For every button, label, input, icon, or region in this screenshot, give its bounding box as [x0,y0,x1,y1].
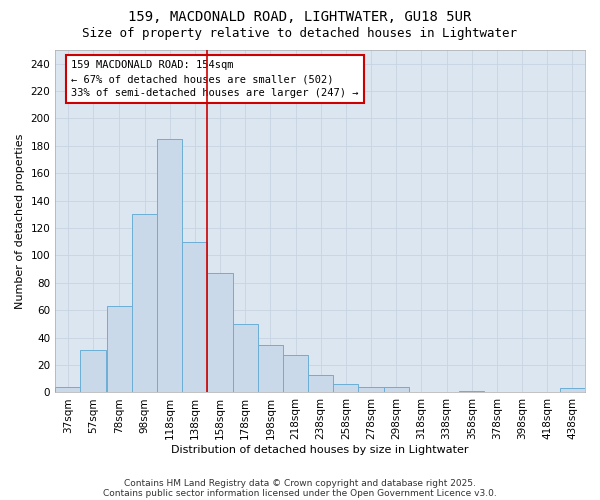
Bar [157,139,182,392]
Text: Contains public sector information licensed under the Open Government Licence v3: Contains public sector information licen… [103,488,497,498]
Bar [80,350,106,393]
Bar [383,387,409,392]
Text: 159 MACDONALD ROAD: 154sqm
← 67% of detached houses are smaller (502)
33% of sem: 159 MACDONALD ROAD: 154sqm ← 67% of deta… [71,60,359,98]
Text: Contains HM Land Registry data © Crown copyright and database right 2025.: Contains HM Land Registry data © Crown c… [124,478,476,488]
Bar [55,387,80,392]
Bar [358,387,383,392]
Bar [107,306,132,392]
Bar [560,388,585,392]
Bar [308,374,333,392]
Bar [459,391,484,392]
Bar [283,356,308,393]
Bar [182,242,208,392]
Bar [233,324,258,392]
Bar [132,214,157,392]
Bar [258,344,283,393]
Y-axis label: Number of detached properties: Number of detached properties [15,134,25,309]
Text: 159, MACDONALD ROAD, LIGHTWATER, GU18 5UR: 159, MACDONALD ROAD, LIGHTWATER, GU18 5U… [128,10,472,24]
Text: Size of property relative to detached houses in Lightwater: Size of property relative to detached ho… [83,28,517,40]
Bar [208,274,233,392]
X-axis label: Distribution of detached houses by size in Lightwater: Distribution of detached houses by size … [172,445,469,455]
Bar [333,384,358,392]
